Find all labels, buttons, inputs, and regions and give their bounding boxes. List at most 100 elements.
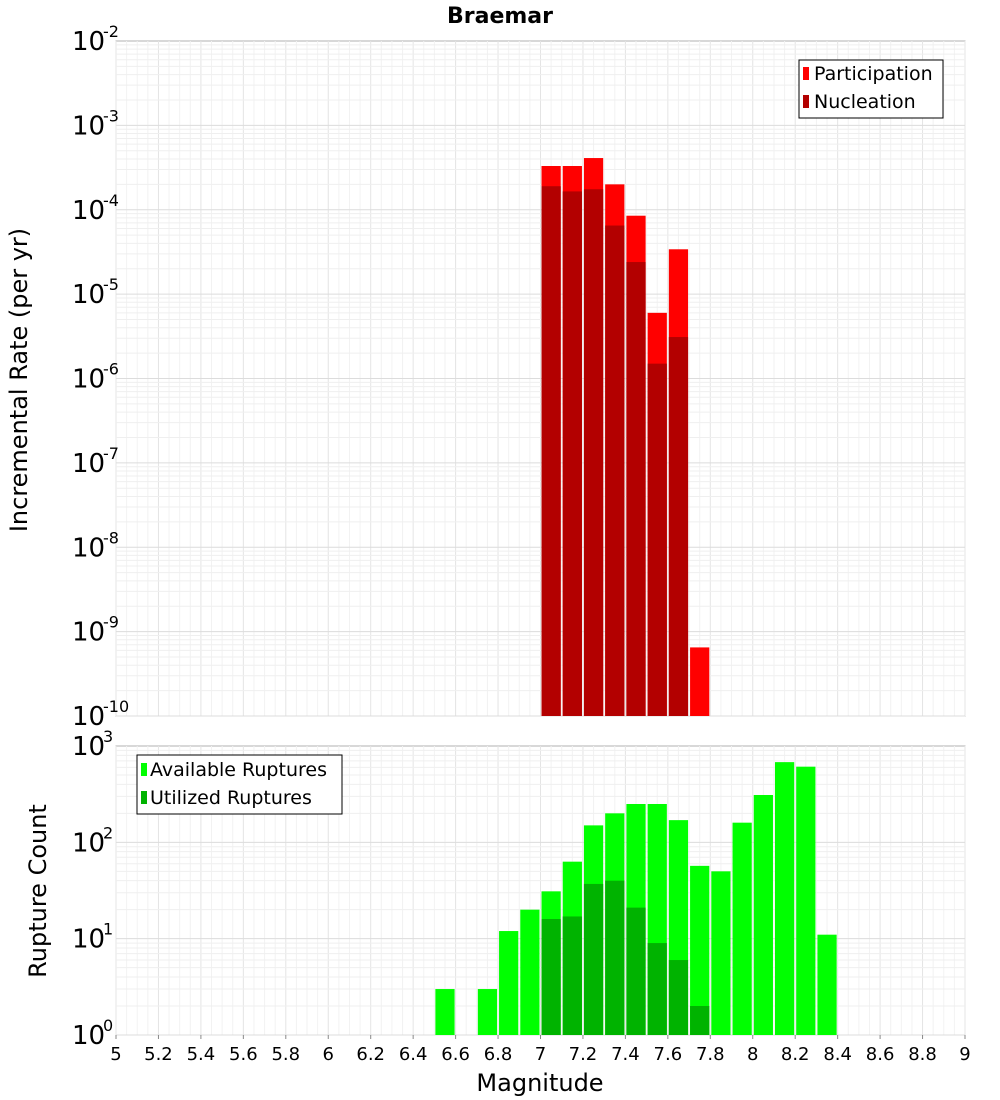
count-y-axis-label: Rupture Count <box>24 804 52 978</box>
x-tick-label: 5.8 <box>271 1044 300 1065</box>
nucleation-legend-label: Nucleation <box>814 91 916 113</box>
count-y-tick-base: 10 <box>72 925 105 955</box>
rate-y-tick-base: 10 <box>72 196 105 226</box>
x-tick-label: 6.4 <box>399 1044 428 1065</box>
count-bar-available-ruptures <box>520 909 540 1035</box>
rate-y-tick-base: 10 <box>72 449 105 479</box>
x-tick-label: 5.4 <box>187 1044 216 1065</box>
rate-bar-nucleation <box>541 186 561 716</box>
count-bar-utilized-ruptures <box>605 880 625 1035</box>
rate-y-tick-exponent: -2 <box>103 22 119 41</box>
count-bar-available-ruptures <box>435 989 455 1035</box>
count-y-tick-exponent: 3 <box>103 727 113 746</box>
rate-bar-nucleation <box>583 189 604 717</box>
count-y-tick-label: 102 <box>72 823 113 858</box>
rate-y-tick-base: 10 <box>72 618 105 648</box>
rate-bar-nucleation <box>668 337 689 716</box>
rate-y-axis-label: Incremental Rate (per yr) <box>5 228 33 532</box>
rate-y-tick-exponent: -3 <box>103 106 119 125</box>
rate-y-tick-exponent: -9 <box>103 613 119 632</box>
count-bar-utilized-ruptures <box>668 960 689 1035</box>
rate-y-tick-label: 10-9 <box>72 613 119 648</box>
count-bar-utilized-ruptures <box>626 907 646 1035</box>
x-tick-label: 8.8 <box>908 1044 937 1065</box>
rate-y-tick-label: 10-10 <box>72 697 129 732</box>
rate-y-tick-exponent: -10 <box>103 697 129 716</box>
count-bar-utilized-ruptures <box>647 943 667 1035</box>
rate-y-tick-exponent: -8 <box>103 528 119 547</box>
rate-y-tick-exponent: -6 <box>103 360 119 379</box>
count-bar-available-ruptures <box>774 762 795 1035</box>
count-y-tick-label: 100 <box>72 1016 113 1051</box>
count-bar-utilized-ruptures <box>562 916 582 1035</box>
count-bar-utilized-ruptures <box>690 1006 710 1035</box>
rate-panel: 10-210-310-410-510-610-710-810-910-10 In… <box>5 22 966 732</box>
x-tick-label: 5.6 <box>229 1044 258 1065</box>
rate-y-tick-exponent: -4 <box>103 191 119 210</box>
rate-y-tick-base: 10 <box>72 702 105 732</box>
rate-y-tick-label: 10-4 <box>72 191 119 226</box>
x-tick-label: 7.4 <box>611 1044 640 1065</box>
rate-y-tick-base: 10 <box>72 27 105 57</box>
available-legend-label: Available Ruptures <box>150 759 327 781</box>
rate-y-tick-label: 10-7 <box>72 444 119 479</box>
count-legend: Available Ruptures Utilized Ruptures <box>136 754 343 815</box>
x-tick-label: 7.2 <box>569 1044 598 1065</box>
x-tick-label: 6 <box>323 1044 334 1065</box>
rate-bar-nucleation <box>647 363 667 716</box>
x-tick-label: 7.6 <box>654 1044 683 1065</box>
rate-y-tick-base: 10 <box>72 111 105 141</box>
x-tick-label: 6.6 <box>441 1044 470 1065</box>
count-y-tick-label: 103 <box>72 727 113 762</box>
rate-bars <box>541 158 710 717</box>
count-bar-available-ruptures <box>711 871 731 1035</box>
count-y-tick-base: 10 <box>72 732 105 762</box>
count-bar-available-ruptures <box>690 865 710 1035</box>
x-tick-label: 8.4 <box>823 1044 852 1065</box>
rate-y-tick-label: 10-6 <box>72 360 119 395</box>
count-bar-available-ruptures <box>732 822 752 1035</box>
x-tick-label: 7.8 <box>696 1044 725 1065</box>
rate-legend-box <box>798 59 944 119</box>
rate-y-tick-exponent: -5 <box>103 275 119 294</box>
x-tick-label: 8 <box>747 1044 758 1065</box>
rate-y-tick-label: 10-5 <box>72 275 119 310</box>
count-bar-available-ruptures <box>796 766 816 1035</box>
count-y-tick-label: 101 <box>72 920 113 955</box>
count-y-tick-base: 10 <box>72 828 105 858</box>
count-bar-available-ruptures <box>477 989 498 1035</box>
rate-y-tick-exponent: -7 <box>103 444 119 463</box>
rate-bar-nucleation <box>626 262 646 716</box>
x-tick-label: 6.8 <box>484 1044 513 1065</box>
rate-y-tick-label: 10-2 <box>72 22 119 57</box>
nucleation-legend-swatch <box>803 95 809 108</box>
x-tick-label: 5.2 <box>144 1044 173 1065</box>
rate-bar-participation <box>690 647 710 716</box>
count-bars <box>435 762 837 1035</box>
count-bar-utilized-ruptures <box>541 919 561 1035</box>
rate-y-tick-base: 10 <box>72 280 105 310</box>
x-axis-ticks: 5 5.2 5.4 5.6 5.8 6 6.2 6.4 6.6 6.8 7 7.2 7.4 7.6 7.8 8… <box>110 1035 971 1065</box>
count-bar-available-ruptures <box>817 934 837 1035</box>
participation-legend-swatch <box>803 67 809 80</box>
count-bar-utilized-ruptures <box>583 883 604 1035</box>
utilized-legend-label: Utilized Ruptures <box>150 787 312 809</box>
rate-y-tick-base: 10 <box>72 365 105 395</box>
rate-y-tick-base: 10 <box>72 533 105 563</box>
rate-y-tick-label: 10-8 <box>72 528 119 563</box>
utilized-legend-swatch <box>141 791 147 804</box>
x-tick-label: 5 <box>110 1044 121 1065</box>
x-tick-label: 8.2 <box>781 1044 810 1065</box>
rate-y-tick-label: 10-3 <box>72 106 119 141</box>
x-tick-label: 7 <box>535 1044 546 1065</box>
rate-bar-nucleation <box>562 191 582 717</box>
rate-bar-nucleation <box>605 225 625 716</box>
count-y-tick-exponent: 1 <box>103 920 113 939</box>
chart-title: Braemar <box>447 4 553 29</box>
rate-gridlines <box>115 41 966 717</box>
count-bar-available-ruptures <box>753 794 773 1035</box>
rate-y-ticks: 10-210-310-410-510-610-710-810-910-10 <box>72 22 129 732</box>
